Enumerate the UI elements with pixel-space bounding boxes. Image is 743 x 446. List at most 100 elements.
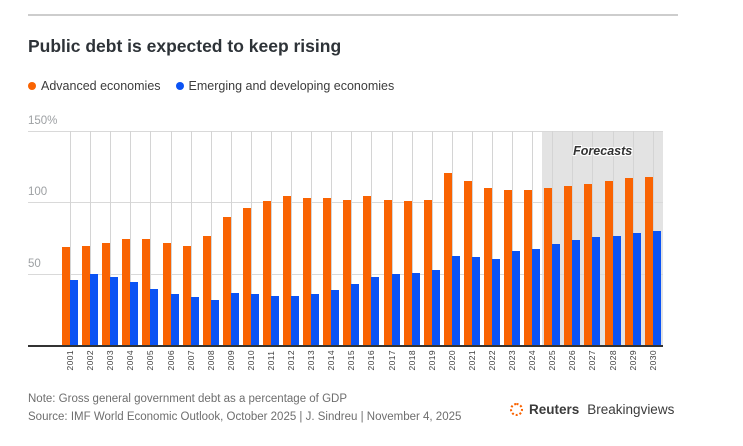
bar-2001 (62, 247, 71, 346)
x-axis-label-2008: 2008 (205, 350, 216, 371)
year-group-2022 (482, 131, 502, 346)
bar-2020 (443, 172, 452, 346)
x-axis-label-2016: 2016 (366, 350, 377, 371)
bar-2026 (564, 185, 573, 346)
vertical-gridline (110, 131, 112, 346)
bar-2022 (484, 188, 493, 346)
vertical-gridline (311, 131, 313, 346)
bar-2021 (471, 257, 480, 346)
year-group-2009 (221, 131, 241, 346)
bar-2007 (182, 245, 191, 346)
vertical-gridline (150, 131, 152, 346)
bar-2029 (632, 232, 641, 346)
bars (60, 131, 663, 346)
bar-2015 (351, 284, 360, 346)
y-axis-tick-50: 50 (28, 258, 41, 270)
bar-2013 (311, 294, 320, 346)
x-axis-label-2024: 2024 (527, 350, 538, 371)
vertical-gridline (90, 131, 92, 346)
vertical-gridline (351, 131, 353, 346)
year-group-2019 (422, 131, 442, 346)
bar-2016 (371, 277, 380, 346)
vertical-gridline (411, 131, 413, 346)
vertical-gridline (371, 131, 373, 346)
x-axis-label-2007: 2007 (185, 350, 196, 371)
y-axis-tick-100: 100 (28, 186, 48, 198)
bar-2008 (210, 300, 219, 346)
reuters-breakingviews-logo[interactable]: Reuters Breakingviews (510, 402, 674, 417)
bar-2022 (492, 258, 501, 346)
bar-2015 (343, 199, 352, 346)
year-group-2017 (382, 131, 402, 346)
bar-2029 (624, 178, 633, 346)
year-group-2015 (341, 131, 361, 346)
top-divider (28, 14, 678, 16)
vertical-gridline (291, 131, 293, 346)
x-axis-label-2025: 2025 (547, 350, 558, 371)
year-group-2006 (160, 131, 180, 346)
year-group-2011 (261, 131, 281, 346)
bar-2010 (250, 294, 259, 346)
x-axis-label-2029: 2029 (627, 350, 638, 371)
x-axis-label-2011: 2011 (265, 350, 276, 371)
x-axis-label-2020: 2020 (446, 350, 457, 371)
bar-2011 (262, 201, 271, 346)
bar-2002 (82, 245, 91, 346)
bar-2018 (411, 272, 420, 346)
x-axis-label-2018: 2018 (406, 350, 417, 371)
bar-2020 (451, 255, 460, 346)
bar-2014 (323, 198, 332, 346)
brand-suffix: Breakingviews (587, 402, 675, 417)
bar-2009 (230, 293, 239, 346)
bar-2005 (150, 288, 159, 346)
x-axis-label-2002: 2002 (85, 350, 96, 371)
year-group-2018 (402, 131, 422, 346)
bar-2023 (504, 189, 513, 346)
x-axis-label-2006: 2006 (165, 350, 176, 371)
bar-2017 (383, 199, 392, 346)
bar-2011 (270, 295, 279, 346)
x-axis-label-2014: 2014 (326, 350, 337, 371)
x-axis-label-2015: 2015 (346, 350, 357, 371)
year-group-2004 (120, 131, 140, 346)
bar-2006 (170, 294, 179, 346)
bar-2024 (532, 248, 541, 346)
vertical-gridline (210, 131, 212, 346)
vertical-gridline (190, 131, 192, 346)
vertical-gridline (451, 131, 453, 346)
forecast-label: Forecasts (573, 144, 633, 158)
x-axis-label-2021: 2021 (466, 350, 477, 371)
bar-2004 (130, 281, 139, 346)
bar-2012 (283, 195, 292, 346)
x-axis-label-2027: 2027 (587, 350, 598, 371)
vertical-gridline (391, 131, 393, 346)
legend-label-emerging: Emerging and developing economies (188, 79, 395, 93)
vertical-gridline (70, 131, 72, 346)
bar-2004 (122, 238, 131, 346)
year-group-2030 (643, 131, 663, 346)
x-axis-label-2017: 2017 (386, 350, 397, 371)
bar-2030 (644, 176, 653, 346)
bar-2003 (110, 277, 119, 346)
x-axis-labels: 2001 2002 2003 2004 2005 2006 2007 2008 2009 2010… (60, 350, 663, 371)
x-axis-baseline (28, 345, 663, 347)
bar-2012 (291, 295, 300, 346)
x-axis-label-2005: 2005 (145, 350, 156, 371)
year-group-2001 (60, 131, 80, 346)
bar-2028 (612, 235, 621, 346)
vertical-gridline (471, 131, 473, 346)
footer-notes: Note: Gross general government debt as a… (28, 390, 461, 426)
x-axis-label-2019: 2019 (426, 350, 437, 371)
year-group-2007 (181, 131, 201, 346)
vertical-gridline (170, 131, 172, 346)
year-group-2003 (100, 131, 120, 346)
bar-2010 (242, 208, 251, 346)
bar-2027 (584, 184, 593, 346)
vertical-gridline (250, 131, 252, 346)
bar-2028 (604, 181, 613, 346)
legend-swatch-advanced-icon (28, 82, 36, 90)
bar-2006 (162, 242, 171, 346)
chart-source: Source: IMF World Economic Outlook, Octo… (28, 411, 462, 423)
year-group-2014 (321, 131, 341, 346)
